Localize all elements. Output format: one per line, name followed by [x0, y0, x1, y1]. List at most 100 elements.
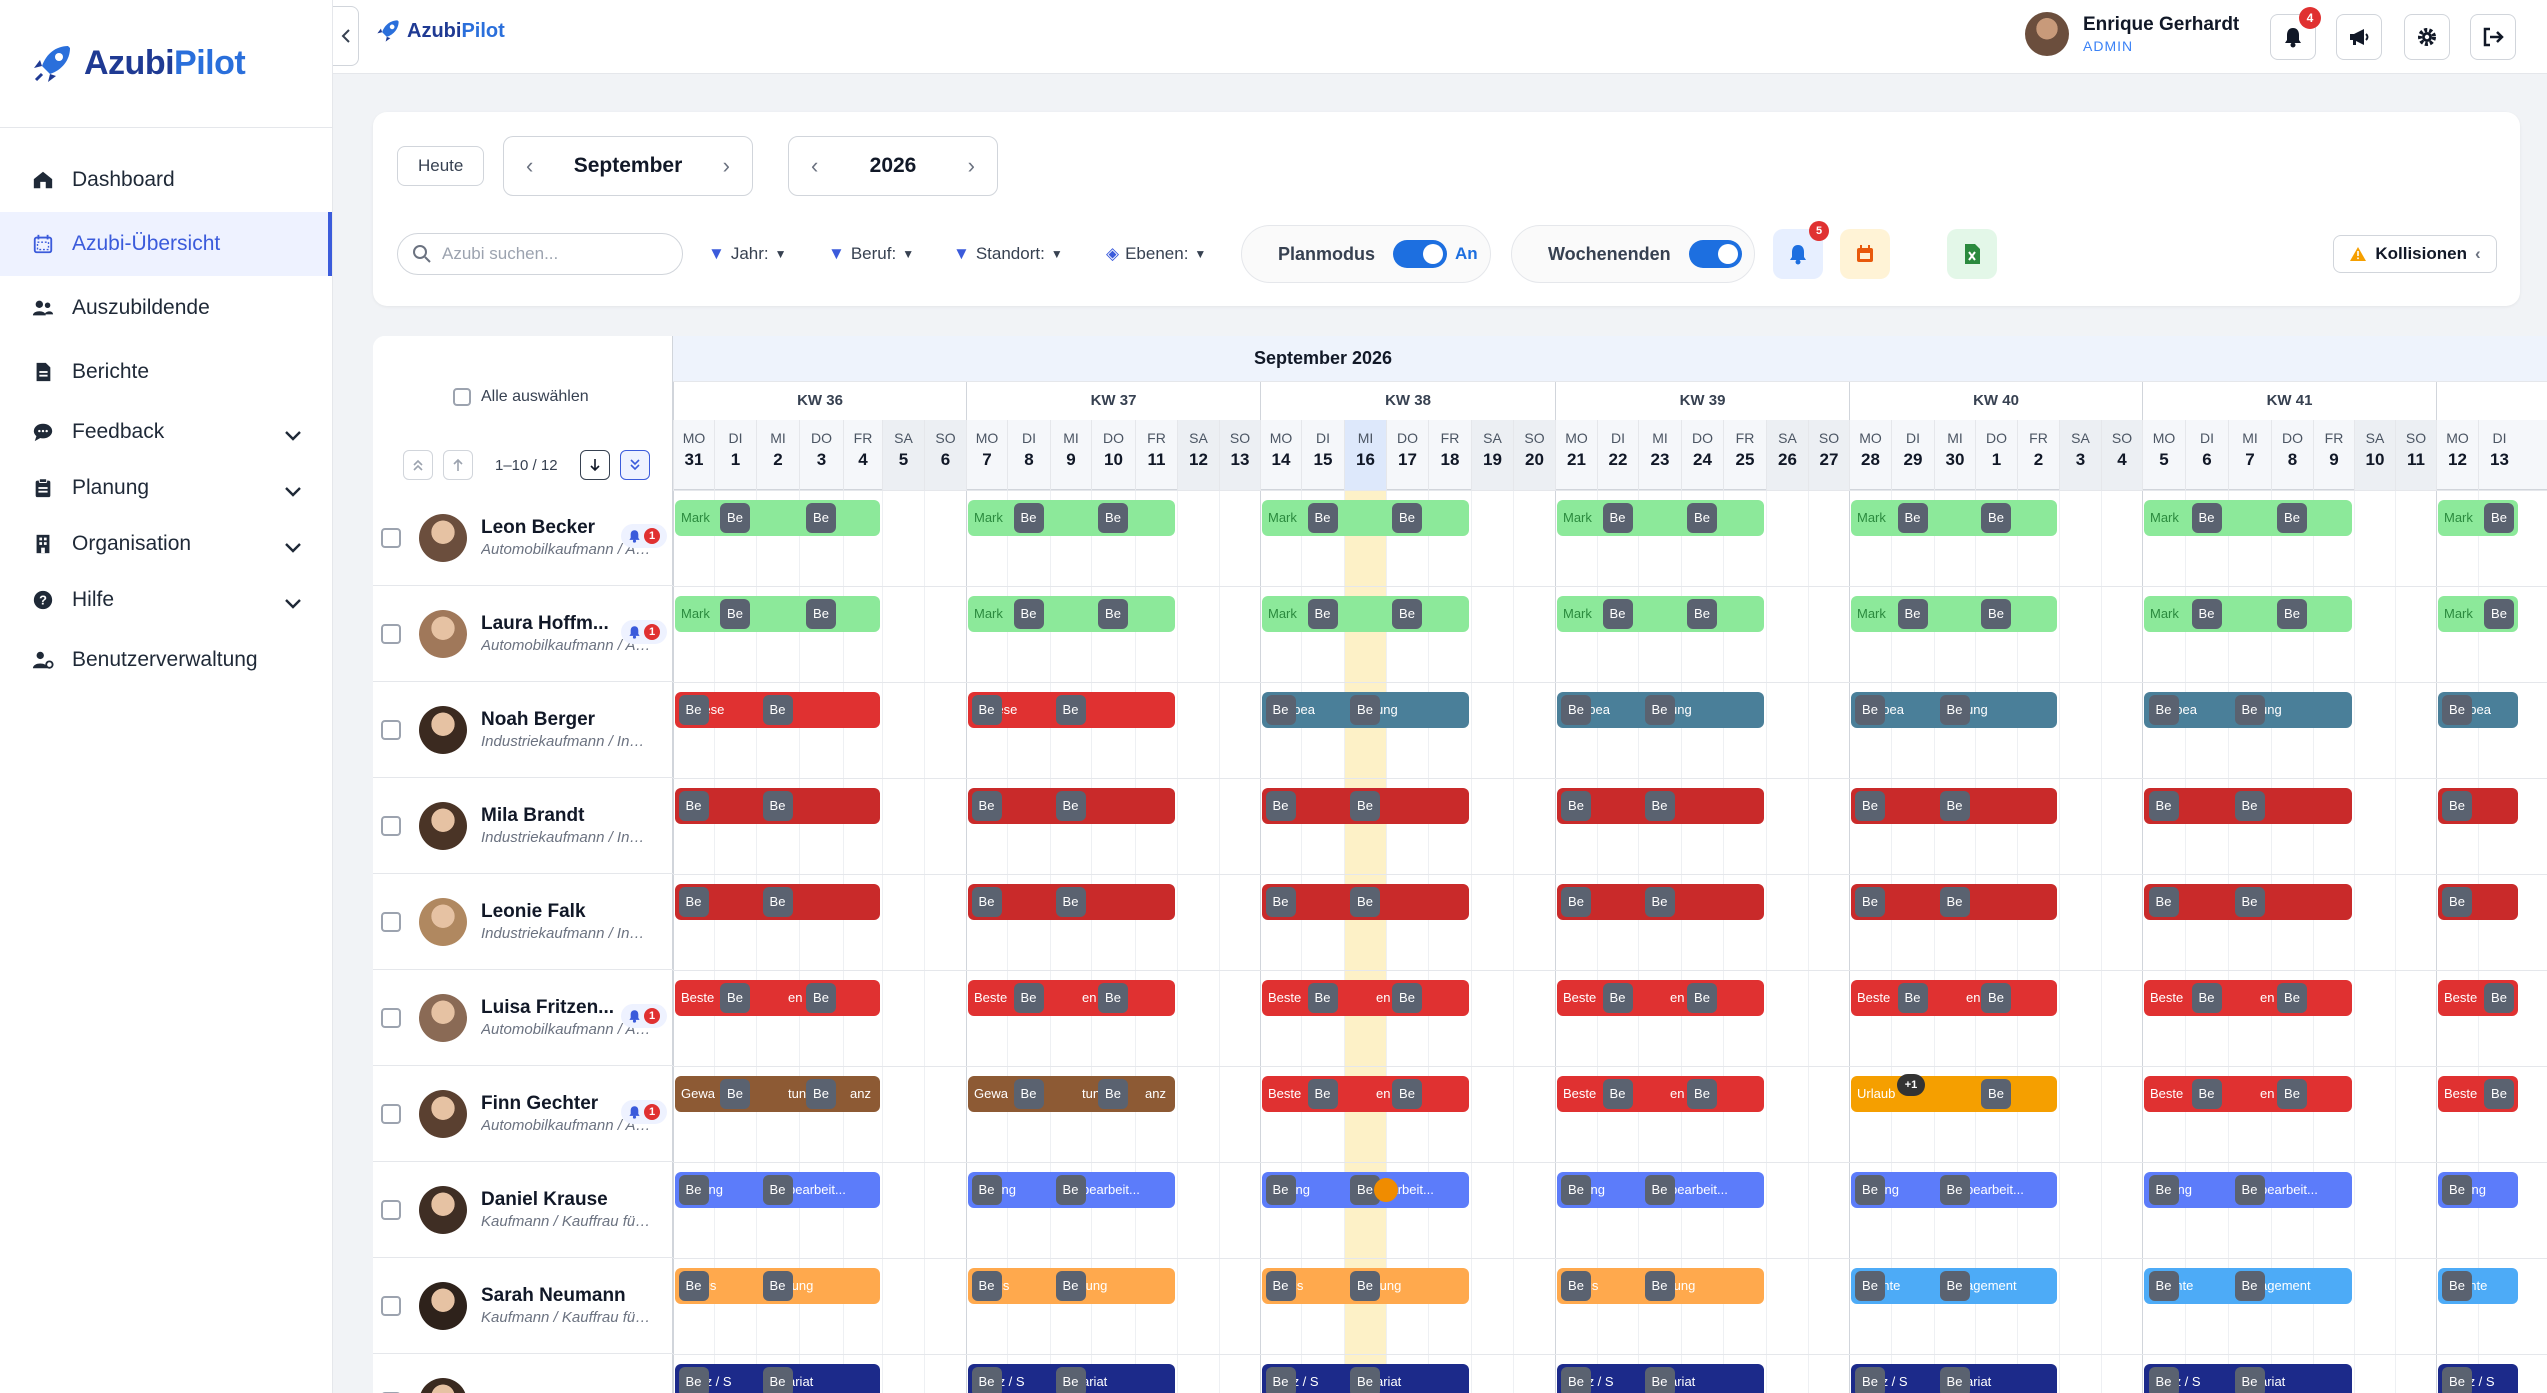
- vocational-school-chip[interactable]: Be: [1897, 503, 1928, 533]
- vocational-school-chip[interactable]: Be: [2484, 599, 2514, 629]
- vocational-school-chip[interactable]: Be: [720, 599, 750, 629]
- vocational-school-chip[interactable]: Be: [1602, 1079, 1633, 1109]
- vocational-school-chip[interactable]: Be: [1644, 1367, 1675, 1393]
- day-header-cell[interactable]: DI 8: [1007, 420, 1050, 490]
- day-header-cell[interactable]: FR 4: [843, 420, 882, 490]
- plan-mode-toggle[interactable]: [1393, 240, 1448, 268]
- collisions-button[interactable]: Kollisionen ‹: [2333, 235, 2497, 273]
- vocational-school-chip[interactable]: Be: [1350, 1367, 1380, 1393]
- vocational-school-chip[interactable]: Be: [2442, 1271, 2472, 1301]
- vocational-school-chip[interactable]: Be: [2277, 983, 2307, 1013]
- next-month-button[interactable]: ›: [722, 153, 730, 178]
- assignment-bar[interactable]: Mark: [1262, 500, 1469, 536]
- vocational-school-chip[interactable]: Be: [1561, 695, 1591, 725]
- next-page-button[interactable]: [579, 450, 610, 480]
- assignment-bar[interactable]: Beste en: [1262, 1076, 1469, 1112]
- vocational-school-chip[interactable]: Be: [1644, 695, 1675, 725]
- assignment-bar[interactable]: Mark: [2144, 500, 2352, 536]
- day-header-cell[interactable]: MI 9: [1050, 420, 1091, 490]
- next-year-button[interactable]: ›: [967, 153, 975, 178]
- reminders-button[interactable]: 5: [1773, 221, 1829, 279]
- vocational-school-chip[interactable]: Be: [1897, 983, 1928, 1013]
- day-header-cell[interactable]: SO 13: [1219, 420, 1260, 490]
- day-header-cell[interactable]: DI 6: [2185, 420, 2228, 490]
- day-header-cell[interactable]: DO 10: [1091, 420, 1135, 490]
- day-header-cell[interactable]: SA 26: [1766, 420, 1808, 490]
- vocational-school-chip[interactable]: Be: [720, 1079, 750, 1109]
- logout-button[interactable]: [2470, 14, 2516, 60]
- vocational-school-chip[interactable]: Be: [1644, 887, 1675, 917]
- apprentice-name[interactable]: Noah Berger: [481, 709, 596, 730]
- vocational-school-chip[interactable]: Be: [1939, 1367, 1970, 1393]
- sidebar-item-calendar[interactable]: Azubi-Übersicht: [0, 212, 332, 276]
- vocational-school-chip[interactable]: Be: [1561, 791, 1591, 821]
- vocational-school-chip[interactable]: Be: [2277, 599, 2307, 629]
- day-header-cell[interactable]: DI 1: [714, 420, 756, 490]
- reminder-badge[interactable]: 1: [621, 524, 667, 548]
- assignment-bar[interactable]: Beste en: [1557, 980, 1764, 1016]
- sidebar-item-question[interactable]: ? Hilfe: [0, 572, 332, 628]
- vocational-school-chip[interactable]: Be: [1013, 503, 1044, 533]
- last-page-button[interactable]: [619, 450, 650, 480]
- vocational-school-chip[interactable]: Be: [1265, 1367, 1296, 1393]
- sidebar-item-building[interactable]: Organisation: [0, 516, 332, 572]
- vocational-school-chip[interactable]: Be: [1350, 791, 1380, 821]
- assignment-bar[interactable]: Mark: [1851, 596, 2057, 632]
- vocational-school-chip[interactable]: Be: [1602, 983, 1633, 1013]
- weekends-toggle[interactable]: [1688, 240, 1742, 268]
- vocational-school-chip[interactable]: Be: [762, 695, 793, 725]
- apprentice-row[interactable]: Laura Hoffm... Automobilkaufmann / Aut...…: [373, 586, 673, 682]
- vocational-school-chip[interactable]: Be: [2442, 887, 2472, 917]
- vocational-school-chip[interactable]: Be: [1098, 599, 1128, 629]
- announcements-button[interactable]: [2336, 14, 2382, 60]
- vocational-school-chip[interactable]: Be: [2484, 983, 2514, 1013]
- day-header-cell[interactable]: DO 3: [799, 420, 843, 490]
- vocational-school-chip[interactable]: Be: [2191, 983, 2222, 1013]
- vocational-school-chip[interactable]: Be: [762, 1367, 793, 1393]
- assignment-bar[interactable]: Mark: [2144, 596, 2352, 632]
- apprentice-row[interactable]: Daniel Krause Kaufmann / Kauffrau für ...: [373, 1162, 673, 1258]
- vocational-school-chip[interactable]: Be: [1561, 1367, 1591, 1393]
- vocational-school-chip[interactable]: Be: [678, 1271, 709, 1301]
- vocational-school-chip[interactable]: Be: [1855, 695, 1885, 725]
- assignment-bar[interactable]: Mark: [1557, 500, 1764, 536]
- filter-location[interactable]: ▼ Standort: ▼: [953, 244, 1063, 263]
- row-checkbox[interactable]: [381, 623, 401, 644]
- assignment-bar[interactable]: Beste en: [1262, 980, 1469, 1016]
- day-header-cell[interactable]: MI 7: [2228, 420, 2271, 490]
- prev-page-button[interactable]: [443, 450, 473, 480]
- row-checkbox[interactable]: [381, 1199, 401, 1220]
- apprentice-row[interactable]: Sarah Neumann Kaufmann / Kauffrau für ...: [373, 1258, 673, 1354]
- notifications-button[interactable]: 4: [2270, 7, 2321, 60]
- day-header-cell[interactable]: MI 16: [1344, 420, 1386, 490]
- day-header-cell[interactable]: MI 2: [756, 420, 799, 490]
- day-header-cell[interactable]: SO 11: [2395, 420, 2436, 490]
- vocational-school-chip[interactable]: Be: [971, 791, 1002, 821]
- apprentice-row[interactable]: Luisa Fritzen... Automobilkaufmann / Aut.…: [373, 970, 673, 1066]
- vocational-school-chip[interactable]: Be: [1350, 887, 1380, 917]
- vocational-school-chip[interactable]: Be: [1897, 599, 1928, 629]
- vocational-school-chip[interactable]: Be: [1055, 1175, 1086, 1205]
- vocational-school-chip[interactable]: Be: [2234, 695, 2265, 725]
- vocational-school-chip[interactable]: Be: [1561, 887, 1591, 917]
- vocational-school-chip[interactable]: Be: [1265, 1271, 1296, 1301]
- vocational-school-chip[interactable]: Be: [2442, 1367, 2472, 1393]
- vocational-school-chip[interactable]: Be: [678, 695, 709, 725]
- vocational-school-chip[interactable]: Be: [1644, 1175, 1675, 1205]
- vocational-school-chip[interactable]: Be: [2234, 887, 2265, 917]
- vocational-school-chip[interactable]: Be: [1055, 1271, 1086, 1301]
- vocational-school-chip[interactable]: Be: [1855, 791, 1885, 821]
- day-header-cell[interactable]: DO 24: [1681, 420, 1723, 490]
- vocational-school-chip[interactable]: Be: [2148, 887, 2179, 917]
- vocational-school-chip[interactable]: Be: [1265, 887, 1296, 917]
- vocational-school-chip[interactable]: Be: [1644, 1271, 1675, 1301]
- vocational-school-chip[interactable]: Be: [1307, 503, 1338, 533]
- select-all[interactable]: Alle auswählen: [453, 388, 589, 406]
- vocational-school-chip[interactable]: Be: [1981, 503, 2011, 533]
- assignment-bar[interactable]: Beste en: [1851, 980, 2057, 1016]
- apprentice-row[interactable]: Finn Gechter Automobilkaufmann / Aut... 1: [373, 1066, 673, 1162]
- day-header-cell[interactable]: FR 11: [1135, 420, 1177, 490]
- row-checkbox[interactable]: [381, 911, 401, 932]
- vocational-school-chip[interactable]: Be: [1013, 983, 1044, 1013]
- apprentice-name[interactable]: Sarah Neumann: [481, 1285, 626, 1306]
